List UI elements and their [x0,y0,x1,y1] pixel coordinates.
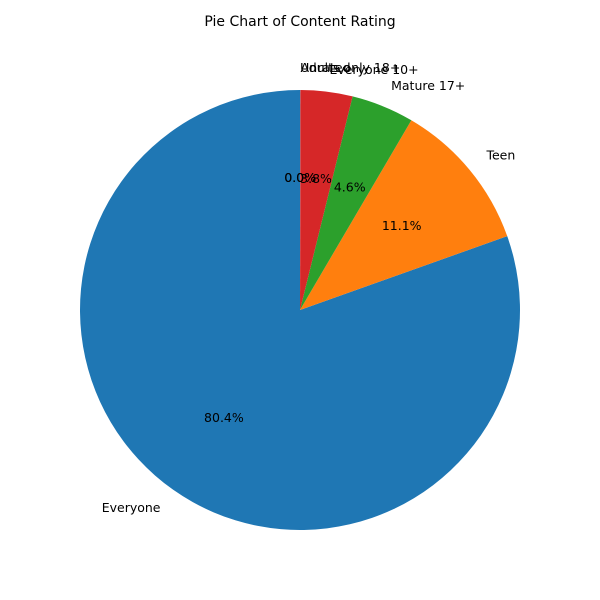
slices-layer [80,89,521,531]
slice-label-unrated: Unrated [300,60,350,75]
slice-percent-everyone-10: 3.8% [300,171,332,186]
slice-percent-everyone: 80.4% [204,410,244,425]
slice-label-mature-17: Mature 17+ [391,78,465,93]
pie-slice-everyone-10 [300,90,353,310]
chart-title: Pie Chart of Content Rating [204,14,395,30]
pie-slice-mature-17 [300,96,412,310]
slice-label-everyone: Everyone [102,500,161,515]
pie-slice-teen [300,120,508,310]
slice-percent-mature-17: 4.6% [334,180,366,195]
pie-slice-everyone [80,90,521,531]
pie-slice-adults-only-18 [300,90,301,310]
slice-label-adults-only-18: Adults only 18+ [300,60,400,75]
slice-percent-adults-only-18: 0.0% [284,170,316,185]
slice-label-teen: Teen [485,148,515,163]
labels-layer: Everyone 80.4% Teen 11.1% Mature 17+ 4.6% Ever… [102,60,516,515]
slice-label-everyone-10: Everyone 10+ [329,62,418,77]
slice-percent-unrated: 0.0% [284,170,316,185]
slice-percent-teen: 11.1% [382,218,422,233]
